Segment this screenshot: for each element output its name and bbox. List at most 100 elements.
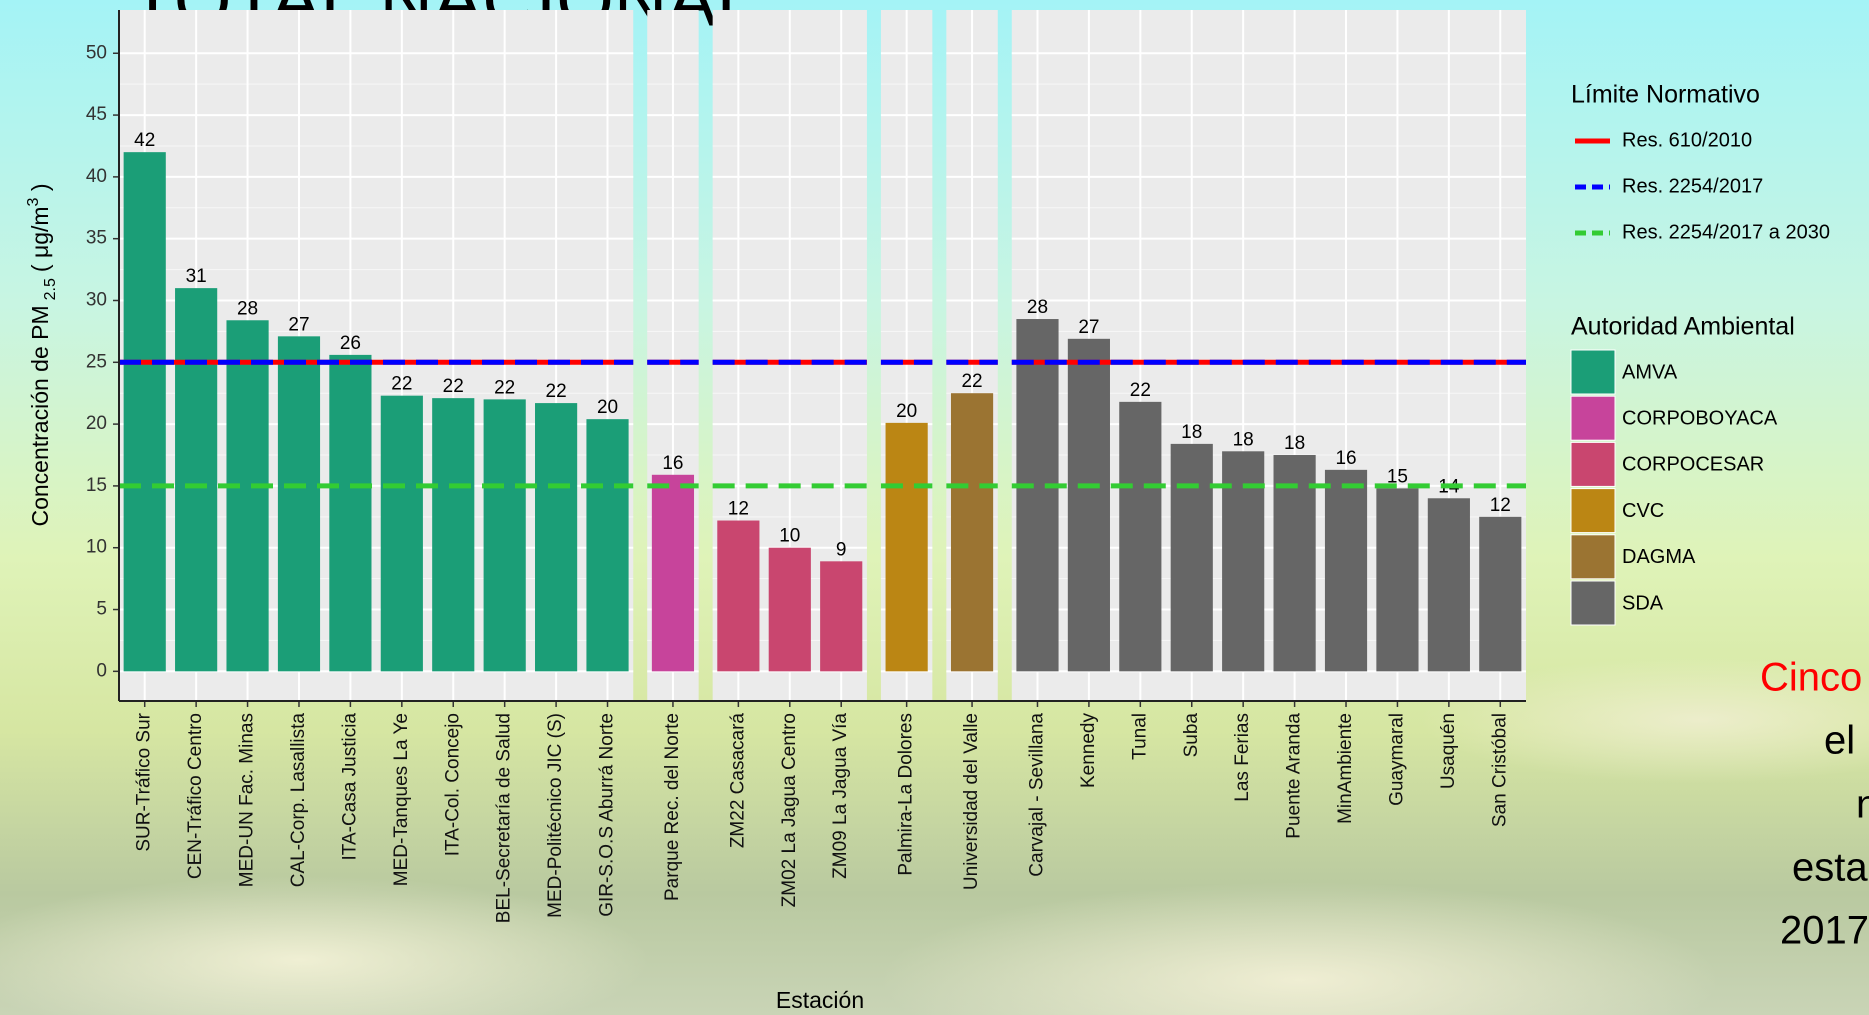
value-label: 12 xyxy=(728,499,749,520)
bar xyxy=(885,422,928,672)
legend-label: AMVA xyxy=(1622,361,1678,383)
value-label: 22 xyxy=(961,371,982,392)
x-tick-label: Tunal xyxy=(1129,713,1150,760)
legend-swatch xyxy=(1570,441,1616,487)
bar xyxy=(1016,319,1059,672)
bar xyxy=(950,393,994,672)
y-axis-title-part: ( μg/m xyxy=(27,206,53,272)
legend-label: CORPOCESAR xyxy=(1622,454,1764,476)
y-axis-title-part: Concentración de PM xyxy=(27,305,53,526)
x-tick-label: MED-UN Fac. Minas xyxy=(237,713,258,887)
x-tick-label: San Cristóbal xyxy=(1489,713,1510,827)
value-label: 20 xyxy=(896,401,917,422)
bar xyxy=(1170,443,1213,672)
y-tick-label: 35 xyxy=(86,228,107,249)
legend-title: Autoridad Ambiental xyxy=(1571,313,1795,341)
legend-label: DAGMA xyxy=(1622,546,1696,568)
y-tick-label: 15 xyxy=(86,475,107,496)
x-tick-label: MinAmbiente xyxy=(1335,713,1356,824)
side-text: esta xyxy=(1792,846,1868,890)
legend-swatch xyxy=(1570,395,1616,441)
value-label: 27 xyxy=(1078,317,1099,338)
value-label: 18 xyxy=(1233,429,1254,450)
bar xyxy=(380,395,423,672)
value-label: 31 xyxy=(186,266,207,287)
bar xyxy=(535,403,578,672)
bar xyxy=(1324,469,1368,672)
side-text: Cinco xyxy=(1760,656,1862,700)
bar xyxy=(717,520,760,672)
bar xyxy=(277,336,321,672)
legend-label: CORPOBOYACA xyxy=(1622,407,1778,429)
x-tick-label: ITA-Casa Justicia xyxy=(339,713,360,861)
y-axis-title-part: 2.5 xyxy=(42,278,59,300)
bar xyxy=(432,398,475,672)
bar xyxy=(1479,516,1522,672)
value-label: 18 xyxy=(1181,422,1202,443)
x-tick-label: MED-Tanques La Ye xyxy=(391,713,412,886)
value-label: 20 xyxy=(597,397,618,418)
y-tick-label: 30 xyxy=(86,290,107,311)
x-tick-label: BEL-Secretaría de Salud xyxy=(494,713,515,923)
value-label: 22 xyxy=(443,376,464,397)
y-tick-label: 20 xyxy=(86,413,107,434)
y-axis-title-part: 3 xyxy=(25,197,42,206)
x-tick-label: GIR-S.O.S Aburrá Norte xyxy=(597,713,618,917)
x-tick-label: Guaymaral xyxy=(1386,713,1407,806)
bar xyxy=(1273,455,1316,672)
bar xyxy=(329,354,372,672)
x-tick-label: MED-Politécnico JIC (S) xyxy=(545,713,566,918)
bar xyxy=(768,547,811,672)
legend-title: Límite Normativo xyxy=(1571,81,1760,109)
value-label: 9 xyxy=(836,539,847,560)
legend-label: Res. 610/2010 xyxy=(1622,129,1752,151)
x-tick-label: SUR-Tráfico Sur xyxy=(134,712,155,851)
x-tick-label: Kennedy xyxy=(1078,713,1099,789)
x-tick-label: Universidad del Valle xyxy=(961,713,982,890)
bar xyxy=(226,320,269,672)
legend-swatch xyxy=(1570,488,1616,534)
value-label: 12 xyxy=(1490,495,1511,516)
value-label: 28 xyxy=(237,298,258,319)
x-tick-label: Las Ferias xyxy=(1232,713,1253,802)
bar xyxy=(1119,401,1162,672)
value-label: 22 xyxy=(1130,380,1151,401)
x-tick-label: CAL-Corp. Lasallista xyxy=(288,713,309,888)
y-axis-title-part: ) xyxy=(27,183,53,197)
value-label: 22 xyxy=(546,381,567,402)
legend-swatch xyxy=(1570,349,1616,395)
x-tick-label: Parque Rec. del Norte xyxy=(662,713,683,901)
y-tick-label: 25 xyxy=(86,351,107,372)
x-tick-label: Puente Aranda xyxy=(1284,713,1305,839)
bar xyxy=(483,399,526,672)
y-axis-title: Concentración de PM 2.5 ( μg/m3 ) xyxy=(25,183,59,526)
side-text: n xyxy=(1856,783,1869,827)
bar xyxy=(123,152,166,672)
value-label: 26 xyxy=(340,333,361,354)
x-tick-label: ITA-Col. Concejo xyxy=(442,713,463,856)
legend-label: Res. 2254/2017 xyxy=(1622,175,1763,197)
bar xyxy=(651,474,695,672)
y-tick-label: 50 xyxy=(86,42,107,63)
bar xyxy=(1427,498,1470,672)
value-label: 10 xyxy=(779,526,800,547)
value-label: 28 xyxy=(1027,297,1048,318)
y-tick-label: 45 xyxy=(86,104,107,125)
y-tick-label: 10 xyxy=(86,537,107,558)
x-tick-label: Carvajal - Sevillana xyxy=(1026,713,1047,877)
x-tick-label: ZM09 La Jagua Vía xyxy=(830,713,851,879)
side-text: el xyxy=(1824,719,1855,763)
x-tick-label: CEN-Tráfico Centro xyxy=(185,713,206,879)
bar xyxy=(820,561,863,672)
x-axis-title: Estación xyxy=(776,987,864,1013)
value-label: 42 xyxy=(134,130,155,151)
legend-label: SDA xyxy=(1622,592,1664,614)
y-tick-label: 40 xyxy=(86,166,107,187)
x-tick-label: ZM02 La Jagua Centro xyxy=(779,713,800,907)
y-tick-label: 0 xyxy=(96,660,107,681)
bar xyxy=(1376,488,1419,672)
legend-swatch xyxy=(1570,580,1616,626)
x-tick-label: Suba xyxy=(1181,713,1202,758)
